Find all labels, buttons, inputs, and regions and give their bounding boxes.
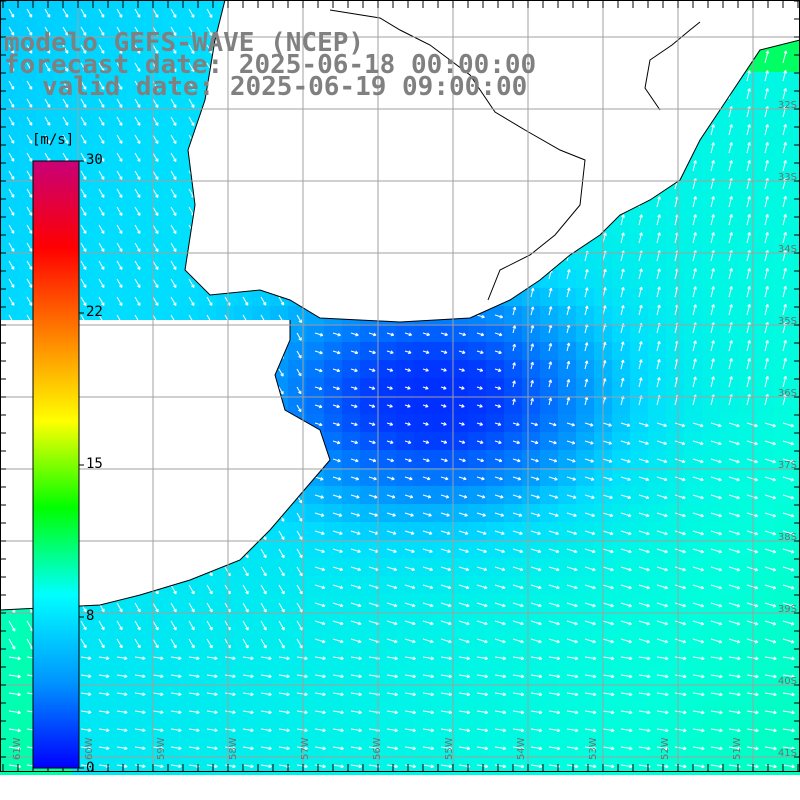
lon-label: 52W [660,737,671,760]
land-south-west [0,320,330,610]
lon-label: 54W [516,737,527,760]
lon-label: 57W [300,737,311,760]
lon-label: 51W [732,737,743,760]
lat-lon-labels: 32S 33S 34S 35S 36S 37S 38S 39S 40S 41S 61W 60W 59W 5… [12,100,797,760]
colorbar-ticks [79,160,84,769]
coastline-south [0,320,331,611]
colorbar-tick-label: 22 [86,304,103,320]
lat-lon-grid [0,0,800,772]
lon-label: 61W [12,737,23,760]
title-valid-date: valid date: 2025-06-19 09:00:00 [42,72,528,102]
lon-label: 53W [588,737,599,760]
lat-label: 39S [778,604,797,615]
title-forecast-date: forecast date: 2025-06-18 00:00:00 [4,50,537,80]
colorbar-tick-label: 8 [86,608,95,624]
title-model: modelo GEFS-WAVE (NCEP) [4,28,365,58]
land-mask [0,0,800,611]
colorbar-unit-label: [m/s] [32,132,75,148]
lat-label: 37S [778,460,797,471]
lon-label: 56W [372,737,383,760]
lat-label: 34S [778,244,797,255]
lon-label: 55W [444,737,455,760]
lon-label: 60W [84,737,95,760]
colorbar [32,160,80,769]
lat-label: 32S [778,100,797,111]
colorbar-tick-label: 0 [86,760,95,776]
lat-label: 41S [778,748,797,759]
colorbar-tick-label: 15 [86,456,103,472]
lat-label: 35S [778,316,797,327]
lat-label: 36S [778,388,797,399]
lagoon-coast [644,21,701,111]
lat-label: 38S [778,532,797,543]
land-north [0,0,800,322]
lon-label: 58W [228,737,239,760]
river-border [329,9,586,301]
lat-label: 33S [778,172,797,183]
lat-label: 40S [778,676,797,687]
colorbar-tick-label: 30 [86,152,103,168]
coastline-north [184,0,800,323]
lon-label: 59W [156,737,167,760]
